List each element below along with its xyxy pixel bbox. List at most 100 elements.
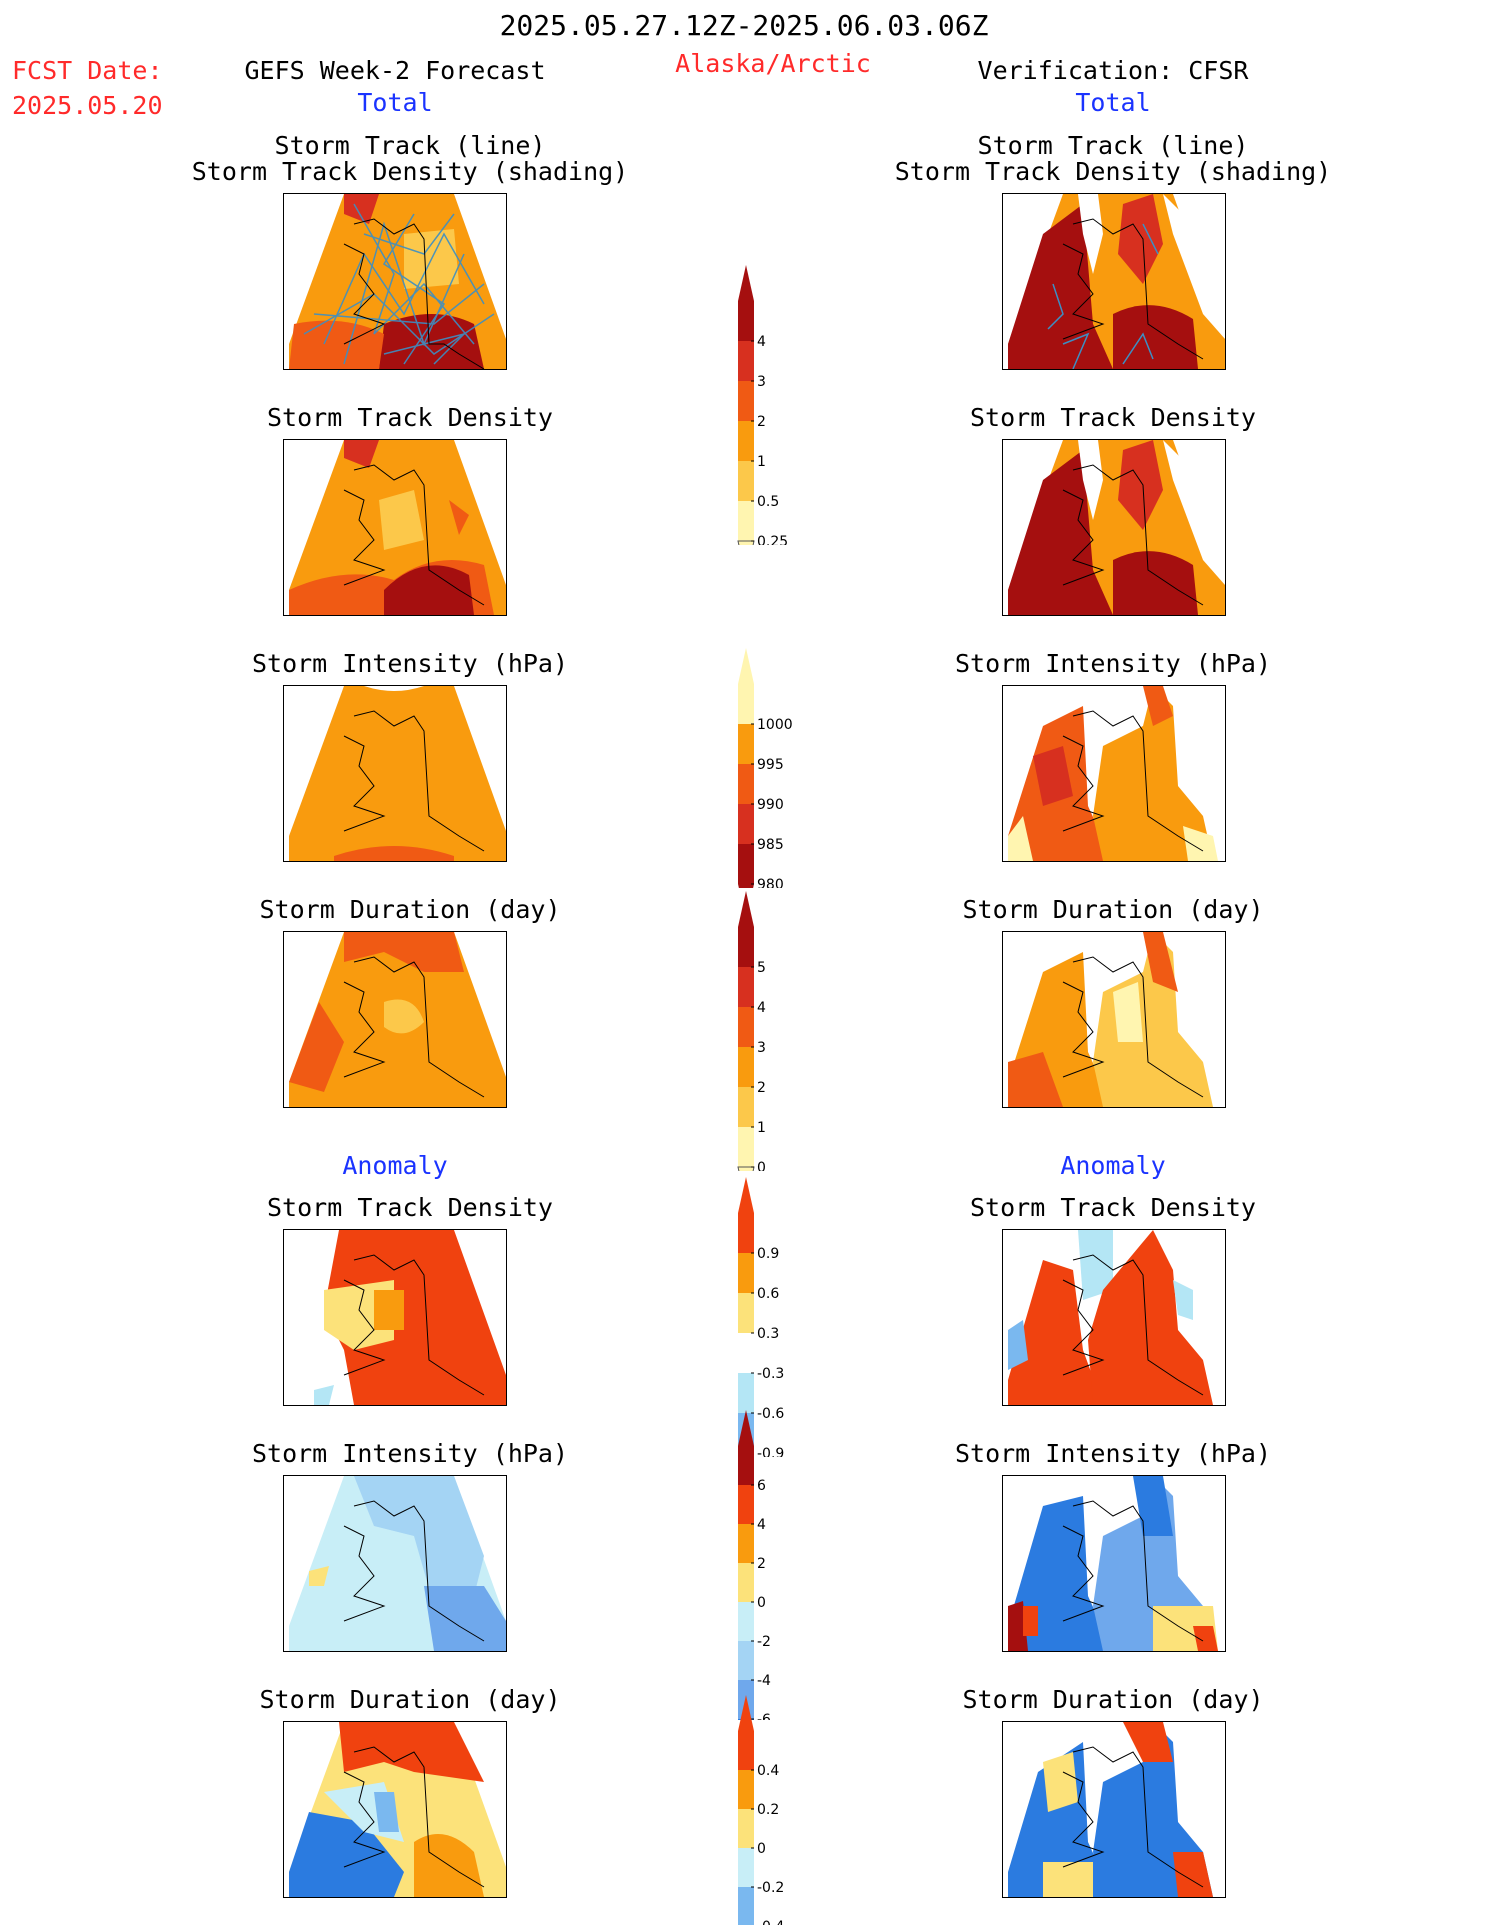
right-storm-track-map xyxy=(1002,193,1226,370)
colorbar-segment xyxy=(738,1887,754,1925)
intensity-colorbar: 1000 995 990 985 980 xyxy=(738,648,793,888)
left-duration-anomaly-title: Storm Duration (day) xyxy=(259,1685,561,1714)
right-duration-map xyxy=(1002,931,1226,1108)
colorbar-segment xyxy=(738,301,754,341)
colorbar-top-arrow xyxy=(738,1695,754,1731)
left-duration-anomaly-map xyxy=(283,1721,507,1898)
right-anomaly-heading: Anomaly xyxy=(1060,1151,1166,1180)
right-density-title: Storm Track Density xyxy=(970,403,1256,432)
colorbar-segment xyxy=(738,1563,754,1602)
left-track-shading-title: Storm Track Density (shading) xyxy=(191,157,629,186)
colorbar-segment xyxy=(738,1446,754,1485)
left-duration-title: Storm Duration (day) xyxy=(259,895,561,924)
colorbar-label: 4 xyxy=(757,1000,766,1016)
duration-colorbar: 5 4 3 2 1 0 xyxy=(737,891,766,1171)
colorbar-label: 1000 xyxy=(757,717,793,733)
colorbar-label: 5 xyxy=(757,960,766,976)
colorbar-label: 0.4 xyxy=(757,1763,779,1779)
colorbar-segment xyxy=(738,1602,754,1641)
colorbar-segment xyxy=(738,1809,754,1848)
colorbar-top-arrow xyxy=(738,648,754,684)
fcst-date-value: 2025.05.20 xyxy=(12,91,163,120)
left-anomaly-heading: Anomaly xyxy=(342,1151,448,1180)
left-track-line-title: Storm Track (line) xyxy=(274,131,546,160)
colorbar-segment xyxy=(738,844,754,884)
colorbar-segment xyxy=(738,1127,754,1167)
date-range-title: 2025.05.27.12Z-2025.06.03.06Z xyxy=(499,9,989,42)
fcst-date-label: FCST Date: xyxy=(12,56,163,85)
colorbar-bottom-arrow xyxy=(737,1166,755,1171)
colorbar-segment xyxy=(738,684,754,724)
left-storm-track-map xyxy=(283,193,507,370)
colorbar-label: 0.5 xyxy=(757,494,779,510)
colorbar-segment xyxy=(738,1007,754,1047)
colorbar-label: 2 xyxy=(757,1080,766,1096)
colorbar-label: 0 xyxy=(757,1595,766,1611)
colorbar-label: 995 xyxy=(757,757,784,773)
left-column-title: GEFS Week-2 Forecast xyxy=(244,56,546,85)
colorbar-label: 0.25 xyxy=(757,534,788,545)
colorbar-label: 0 xyxy=(757,1160,766,1171)
right-total-label: Total xyxy=(1075,88,1151,117)
colorbar-label: 0.6 xyxy=(757,1286,779,1302)
colorbar-label: 0.2 xyxy=(757,1802,779,1818)
colorbar-label: 1 xyxy=(757,454,766,470)
colorbar-segment xyxy=(738,341,754,381)
colorbar-segment xyxy=(738,927,754,967)
colorbar-label: 985 xyxy=(757,837,784,853)
colorbar-segment xyxy=(738,1047,754,1087)
duration-anomaly-colorbar: 0.4 0.2 0 -0.2 -0.4 xyxy=(738,1695,784,1925)
intensity-anomaly-colorbar: 6 4 2 0 -2 -4 -6 xyxy=(738,1410,771,1720)
colorbar-segment xyxy=(738,1087,754,1127)
colorbar-bottom-arrow xyxy=(738,884,754,888)
colorbar-top-arrow xyxy=(738,1410,754,1446)
colorbar-label: 2 xyxy=(757,1556,766,1572)
colorbar-label: 0 xyxy=(757,1841,766,1857)
right-intensity-title: Storm Intensity (hPa) xyxy=(954,649,1272,678)
colorbar-segment xyxy=(738,1253,754,1293)
colorbar-segment xyxy=(738,501,754,541)
colorbar-bottom-arrow xyxy=(737,540,755,545)
colorbar-label: -6 xyxy=(757,1712,771,1720)
colorbar-segment xyxy=(738,1213,754,1253)
colorbar-label: 1 xyxy=(757,1120,766,1136)
left-duration-map xyxy=(283,931,507,1108)
colorbar-segment xyxy=(738,1641,754,1680)
colorbar-segment xyxy=(738,967,754,1007)
colorbar-label: -0.9 xyxy=(757,1446,784,1457)
right-intensity-anomaly-map xyxy=(1002,1475,1226,1652)
left-intensity-anomaly-map xyxy=(283,1475,507,1652)
colorbar-segment xyxy=(738,1333,754,1373)
right-density-anomaly-map xyxy=(1002,1229,1226,1406)
colorbar-segment xyxy=(738,724,754,764)
colorbar-top-arrow xyxy=(738,265,754,301)
colorbar-label: 980 xyxy=(757,877,784,888)
right-density-anomaly-title: Storm Track Density xyxy=(970,1193,1256,1222)
colorbar-top-arrow xyxy=(738,1177,754,1213)
right-track-line-title: Storm Track (line) xyxy=(977,131,1249,160)
left-total-label: Total xyxy=(357,88,433,117)
left-intensity-map xyxy=(283,685,507,862)
colorbar-label: -4 xyxy=(757,1673,771,1689)
left-intensity-anomaly-title: Storm Intensity (hPa) xyxy=(251,1439,569,1468)
colorbar-segment xyxy=(738,1524,754,1563)
right-intensity-anomaly-title: Storm Intensity (hPa) xyxy=(954,1439,1272,1468)
colorbar-label: -2 xyxy=(757,1634,771,1650)
right-column-title: Verification: CFSR xyxy=(977,56,1249,85)
colorbar-label: 4 xyxy=(757,1517,766,1533)
density-anomaly-colorbar: 0.9 0.6 0.3 -0.3 -0.6 -0.9 xyxy=(738,1177,784,1457)
colorbar-segment xyxy=(738,1731,754,1770)
colorbar-segment xyxy=(738,764,754,804)
colorbar-label: -0.2 xyxy=(757,1880,784,1896)
colorbar-segment xyxy=(738,1373,754,1413)
colorbar-label: -0.4 xyxy=(757,1919,784,1925)
colorbar-segment xyxy=(738,1293,754,1333)
colorbar-segment xyxy=(738,1485,754,1524)
colorbar-label: 6 xyxy=(757,1478,766,1494)
colorbar-segment xyxy=(738,804,754,844)
colorbar-label: 0.9 xyxy=(757,1246,779,1262)
left-density-title: Storm Track Density xyxy=(267,403,553,432)
left-intensity-title: Storm Intensity (hPa) xyxy=(251,649,569,678)
left-density-anomaly-map xyxy=(283,1229,507,1406)
right-duration-anomaly-title: Storm Duration (day) xyxy=(962,1685,1264,1714)
